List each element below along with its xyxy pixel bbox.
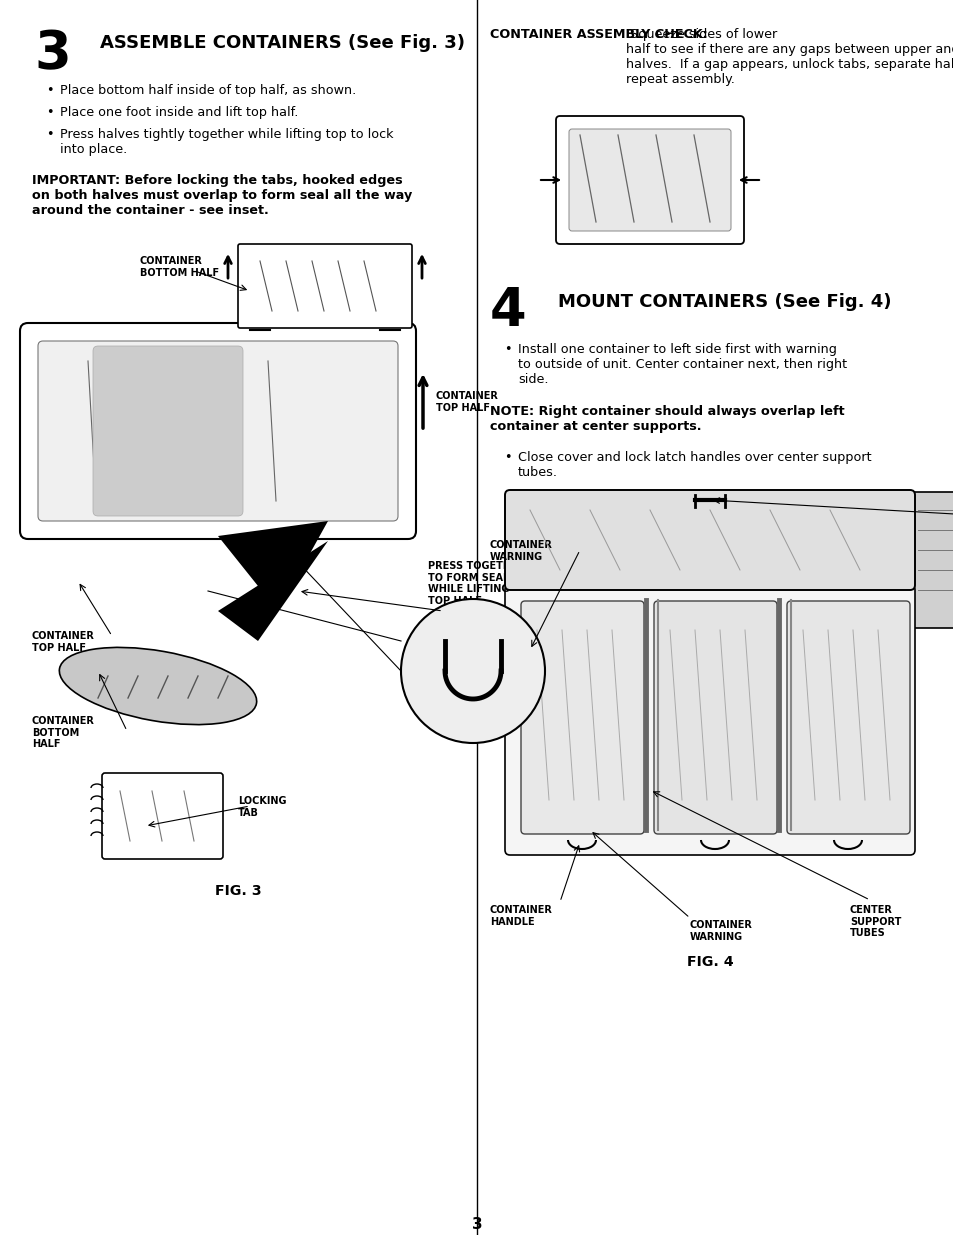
Text: CENTER
SUPPORT
TUBES: CENTER SUPPORT TUBES	[849, 905, 901, 939]
Text: NOTE: Right container should always overlap left
container at center supports.: NOTE: Right container should always over…	[490, 405, 843, 433]
FancyBboxPatch shape	[20, 324, 416, 538]
FancyBboxPatch shape	[786, 601, 909, 834]
Text: Place bottom half inside of top half, as shown.: Place bottom half inside of top half, as…	[60, 84, 355, 98]
Text: Squeeze sides of lower
half to see if there are any gaps between upper and lower: Squeeze sides of lower half to see if th…	[625, 28, 953, 86]
Text: CONTAINER
WARNING: CONTAINER WARNING	[689, 920, 752, 941]
FancyBboxPatch shape	[568, 128, 730, 231]
Text: CONTAINER
TOP HALF: CONTAINER TOP HALF	[436, 391, 498, 412]
Text: CONTAINER
HANDLE: CONTAINER HANDLE	[490, 905, 553, 926]
Polygon shape	[218, 541, 328, 641]
FancyBboxPatch shape	[556, 116, 743, 245]
Ellipse shape	[59, 647, 256, 725]
FancyBboxPatch shape	[504, 585, 914, 855]
FancyBboxPatch shape	[520, 601, 643, 834]
Circle shape	[400, 599, 544, 743]
FancyBboxPatch shape	[102, 773, 223, 860]
Text: PRESS TOGETHER
TO FORM SEAL
WHILE LIFTING
TOP HALF: PRESS TOGETHER TO FORM SEAL WHILE LIFTIN…	[428, 561, 524, 606]
Text: 3: 3	[34, 28, 71, 80]
Text: FIG. 4: FIG. 4	[686, 955, 733, 969]
Text: CONTAINER
BOTTOM
HALF: CONTAINER BOTTOM HALF	[32, 716, 94, 750]
Text: •: •	[46, 128, 53, 141]
Polygon shape	[218, 521, 328, 611]
Text: Place one foot inside and lift top half.: Place one foot inside and lift top half.	[60, 106, 298, 119]
Text: CONTAINER ASSEMBLY CHECK:: CONTAINER ASSEMBLY CHECK:	[490, 28, 707, 41]
Text: •: •	[503, 343, 511, 356]
Text: CONTAINER
WARNING: CONTAINER WARNING	[490, 540, 553, 562]
Text: CONTAINER
TOP HALF: CONTAINER TOP HALF	[32, 631, 94, 652]
Text: LOCKING
TAB: LOCKING TAB	[237, 797, 286, 818]
Text: ASSEMBLE CONTAINERS (See Fig. 3): ASSEMBLE CONTAINERS (See Fig. 3)	[100, 35, 464, 52]
Text: CONTAINER
BOTTOM HALF: CONTAINER BOTTOM HALF	[140, 256, 219, 278]
Text: IMPORTANT: Before locking the tabs, hooked edges
on both halves must overlap to : IMPORTANT: Before locking the tabs, hook…	[32, 174, 412, 217]
Text: 3: 3	[471, 1216, 482, 1233]
FancyBboxPatch shape	[654, 601, 776, 834]
Text: Press halves tightly together while lifting top to lock
into place.: Press halves tightly together while lift…	[60, 128, 393, 156]
Text: •: •	[46, 106, 53, 119]
Text: •: •	[503, 451, 511, 464]
FancyBboxPatch shape	[504, 490, 914, 590]
Text: Close cover and lock latch handles over center support
tubes.: Close cover and lock latch handles over …	[517, 451, 871, 479]
Text: Install one container to left side first with warning
to outside of unit. Center: Install one container to left side first…	[517, 343, 846, 387]
FancyBboxPatch shape	[906, 492, 953, 629]
Text: FIG. 3: FIG. 3	[215, 884, 261, 898]
FancyBboxPatch shape	[237, 245, 412, 329]
FancyBboxPatch shape	[38, 341, 397, 521]
Text: •: •	[46, 84, 53, 98]
Text: MOUNT CONTAINERS (See Fig. 4): MOUNT CONTAINERS (See Fig. 4)	[558, 293, 890, 311]
FancyBboxPatch shape	[92, 346, 243, 516]
Text: 4: 4	[490, 285, 526, 337]
